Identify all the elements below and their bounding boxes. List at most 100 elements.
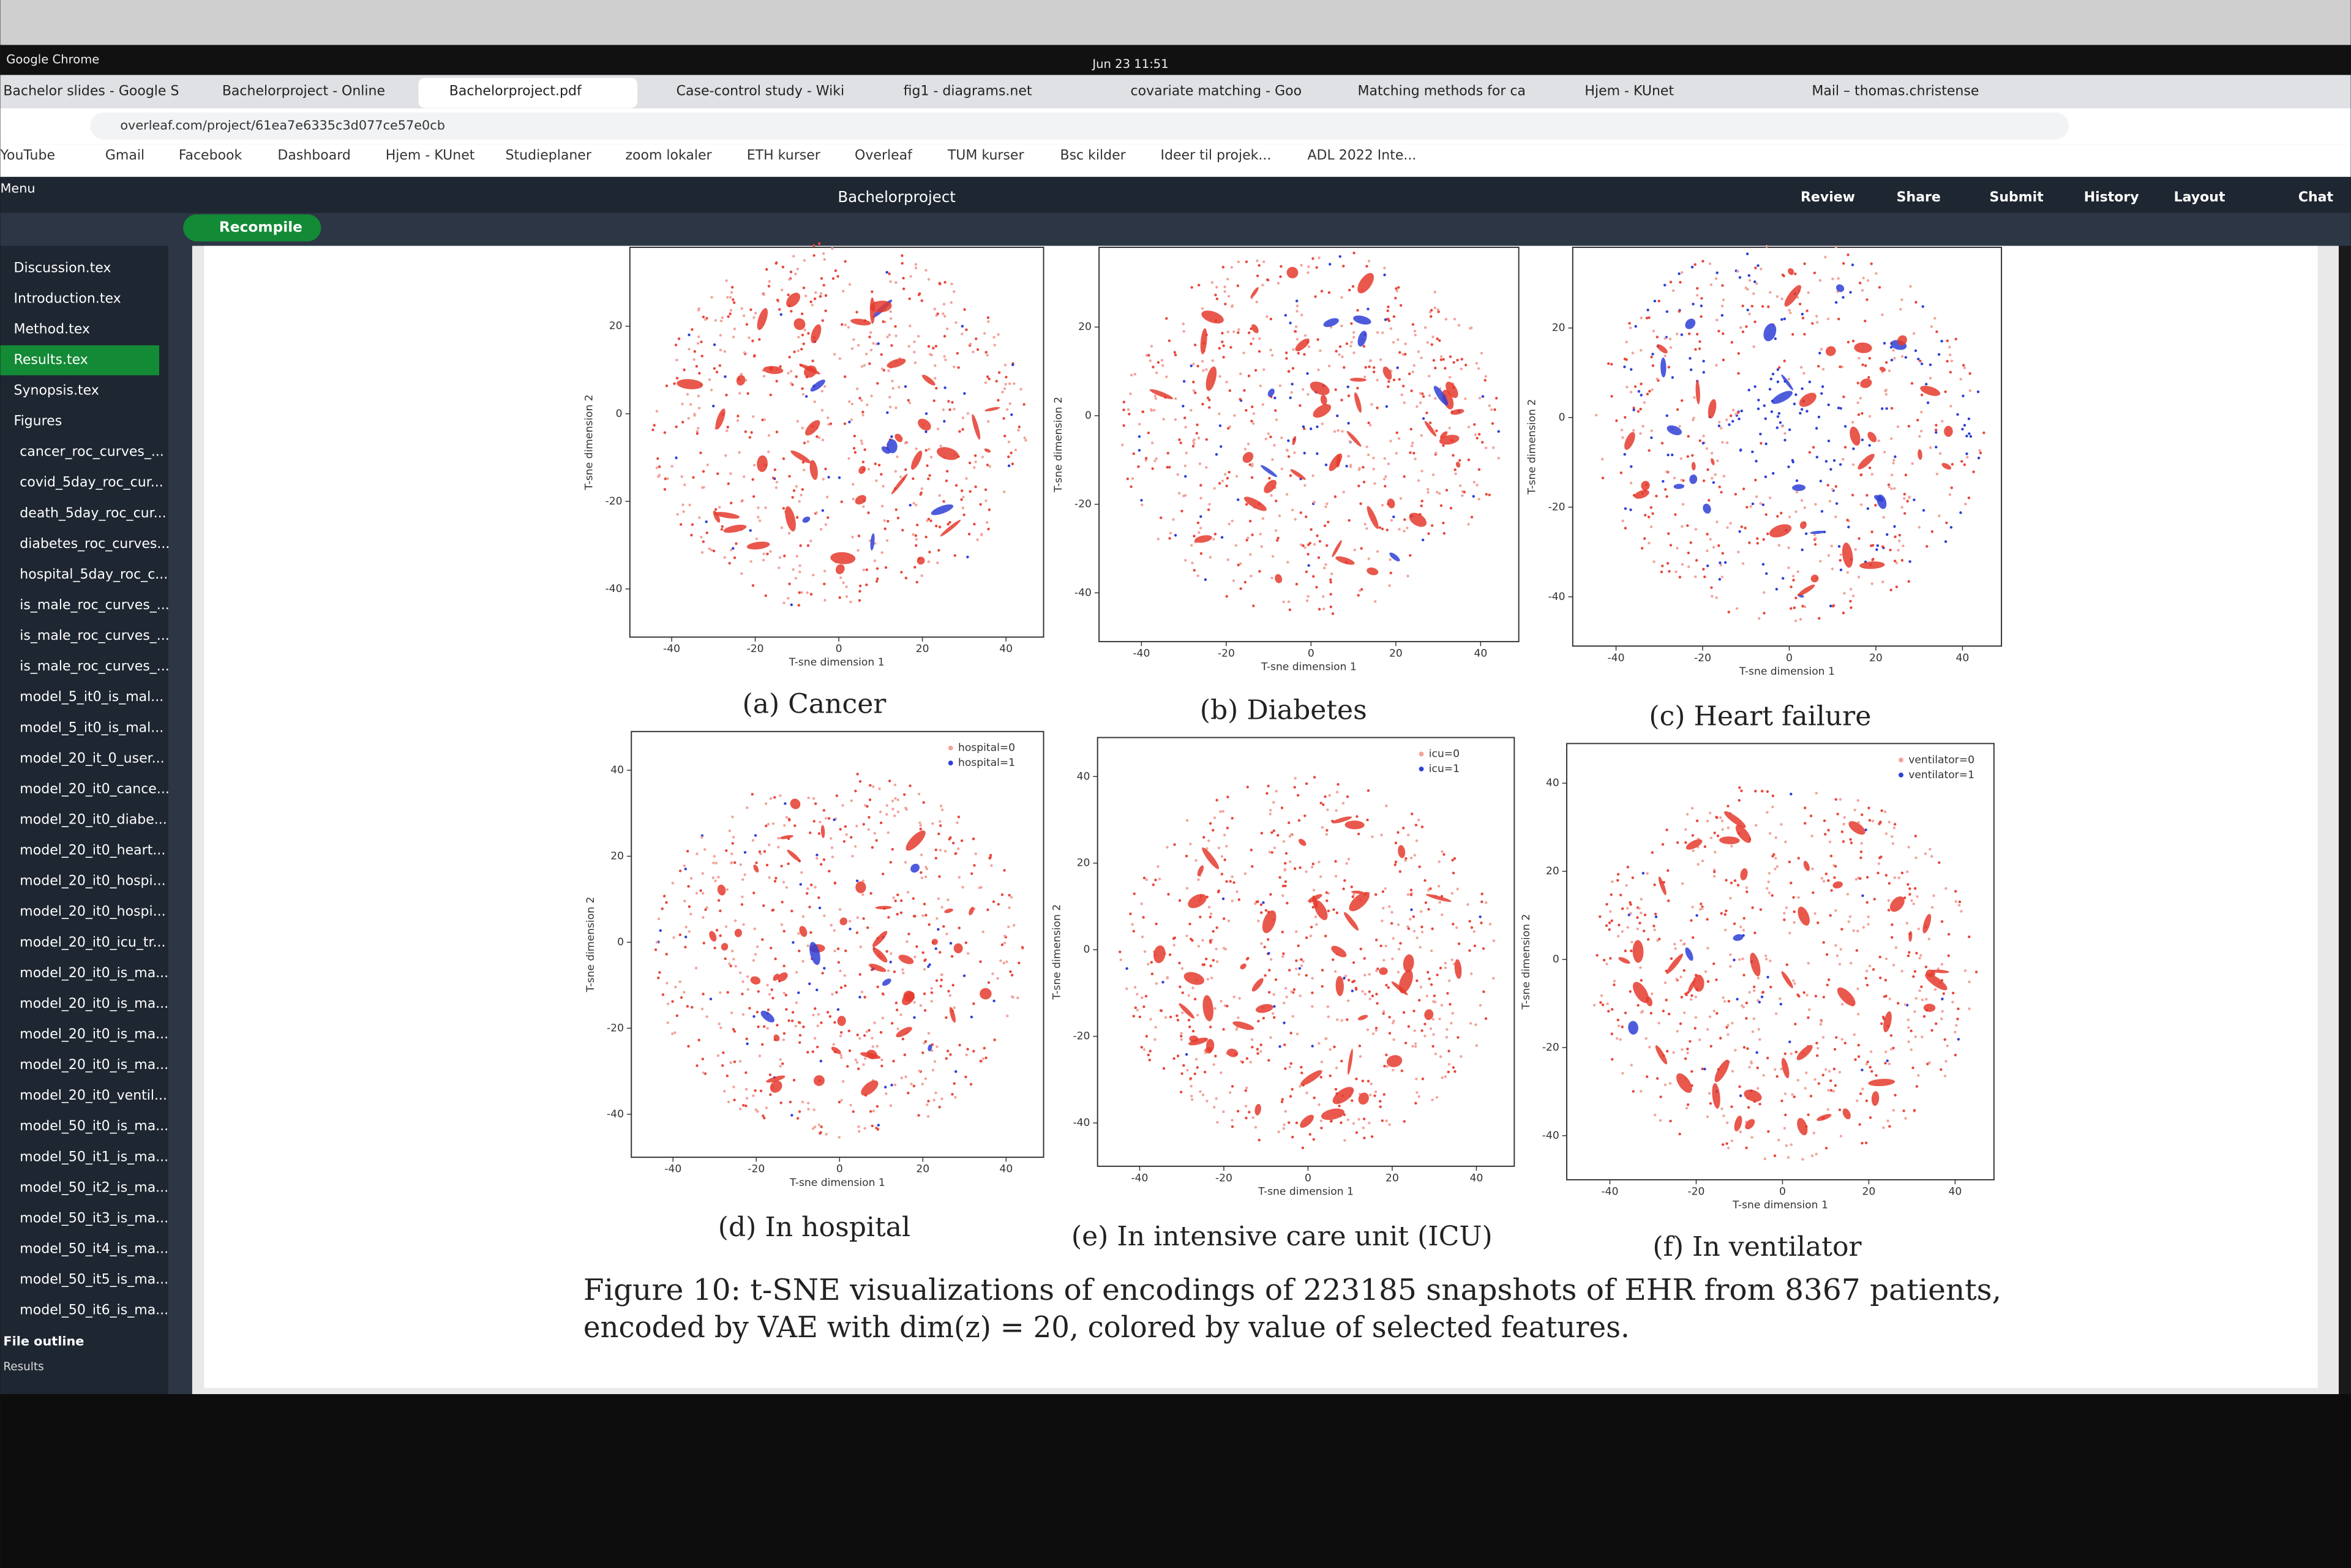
file-entry[interactable]: model_20_it0_hospi... [20, 904, 165, 920]
file-entry[interactable]: hospital_5day_roc_c... [20, 567, 168, 582]
outline-item[interactable]: Results [3, 1360, 43, 1373]
bookmark[interactable]: Bsc kilder [1060, 148, 1126, 163]
tab[interactable]: Mail – thomas.christense [1812, 83, 1979, 99]
bookmark[interactable]: Overleaf [855, 148, 913, 163]
bookmarks-bar [0, 144, 2351, 177]
omnibox[interactable] [90, 112, 2069, 140]
scatter-dot [1828, 840, 1832, 844]
tab[interactable]: Case-control study - Wiki [677, 83, 844, 99]
file-entry[interactable]: model_50_it4_is_ma... [20, 1241, 168, 1256]
scatter-dot [1925, 997, 1928, 1001]
file-entry[interactable]: model_20_it0_ventil... [20, 1088, 167, 1103]
file-entry[interactable]: covid_5day_roc_cur... [20, 475, 163, 490]
outline-title[interactable]: File outline [3, 1334, 84, 1348]
tab[interactable]: Hjem - KUnet [1584, 83, 1674, 99]
scatter-dot [1653, 883, 1656, 887]
toolbar-button[interactable]: Review [1801, 190, 1855, 205]
file-entry[interactable]: model_50_it2_is_ma... [20, 1180, 168, 1195]
bookmark[interactable]: ETH kurser [747, 148, 821, 163]
file-entry[interactable]: Discussion.tex [14, 260, 111, 276]
scatter-dot [806, 440, 810, 443]
scatter-dot [781, 1062, 784, 1065]
scatter-dot [740, 572, 743, 576]
file-entry[interactable]: model_5_it0_is_mal... [20, 720, 163, 735]
file-entry[interactable]: model_20_it0_hospi... [20, 874, 165, 889]
bookmark[interactable]: Ideer til projek... [1161, 148, 1272, 163]
file-entry[interactable]: is_male_roc_curves_... [20, 659, 170, 674]
file-entry[interactable]: model_5_it0_is_mal... [20, 689, 163, 705]
bookmark[interactable]: ADL 2022 Inte... [1307, 148, 1416, 163]
url[interactable]: overleaf.com/project/61ea7e6335c3d077ce5… [120, 118, 445, 133]
bookmark[interactable]: Studieplaner [506, 148, 592, 163]
tab[interactable]: fig1 - diagrams.net [904, 83, 1032, 99]
file-entry[interactable]: Figures [14, 414, 62, 429]
bookmark[interactable]: Hjem - KUnet [386, 148, 475, 163]
menu-button[interactable]: Menu [0, 181, 35, 195]
file-entry[interactable]: Synopsis.tex [14, 383, 99, 399]
file-entry[interactable]: death_5day_roc_cur... [20, 506, 166, 521]
file-entry[interactable]: model_20_it0_is_ma... [20, 1027, 168, 1042]
file-entry[interactable]: model_50_it5_is_ma... [20, 1272, 168, 1288]
toolbar-button[interactable]: History [2084, 190, 2139, 205]
scatter-dot [752, 891, 756, 895]
scatter-dot [1022, 403, 1026, 406]
toolbar-button[interactable]: Layout [2174, 190, 2225, 205]
file-entry[interactable]: is_male_roc_curves_... [20, 598, 170, 613]
file-entry[interactable]: model_20_it_0_user... [20, 751, 164, 766]
bookmark[interactable]: Gmail [105, 148, 144, 163]
tab[interactable]: Bachelorproject.pdf [449, 83, 582, 99]
file-entry[interactable]: model_20_it0_cance... [20, 781, 170, 797]
scatter-dot [1800, 499, 1804, 502]
scatter-dot [1447, 1049, 1450, 1052]
scatter-dot [1227, 294, 1231, 298]
scatter-dot [1199, 1090, 1202, 1093]
tab[interactable]: covariate matching - Goo [1131, 83, 1302, 99]
scatter-dot [1787, 377, 1790, 381]
scatter-dot [1381, 503, 1384, 507]
toolbar-button[interactable]: Chat [2298, 190, 2334, 205]
bookmark[interactable]: TUM kurser [947, 148, 1025, 163]
scatter-dot [655, 940, 659, 944]
file-entry[interactable]: is_male_roc_curves_... [20, 628, 170, 643]
file-entry[interactable]: model_20_it0_is_ma... [20, 966, 168, 981]
file-entry[interactable]: diabetes_roc_curves... [20, 536, 170, 552]
file-entry[interactable]: cancer_roc_curves_... [20, 445, 164, 460]
file-entry[interactable]: model_20_it0_is_ma... [20, 996, 168, 1011]
recompile-button[interactable] [183, 214, 321, 242]
bookmark[interactable]: YouTube [0, 148, 55, 163]
file-entry[interactable]: model_20_it0_heart... [20, 843, 165, 858]
scatter-dot [1801, 312, 1804, 316]
toolbar-button[interactable]: Share [1897, 190, 1941, 205]
recompile-label[interactable]: Recompile [219, 219, 302, 236]
file-entry[interactable]: model_50_it6_is_ma... [20, 1303, 168, 1318]
tab[interactable]: Bachelorproject - Online [222, 83, 385, 99]
scatter-dot [1376, 550, 1379, 553]
scatter-dot [844, 984, 847, 988]
scatter-dot [1933, 317, 1937, 320]
scatter-dot [1903, 896, 1907, 899]
scatter-dot [1307, 564, 1310, 567]
toolbar-button[interactable]: Submit [1989, 190, 2044, 205]
scatter-dot [1794, 272, 1797, 276]
bookmark[interactable]: Dashboard [277, 148, 350, 163]
scatter-dot [1619, 471, 1623, 475]
tab[interactable]: Bachelor slides - Google S [3, 83, 179, 99]
bookmark[interactable]: zoom lokaler [625, 148, 712, 163]
scatter-dot [1831, 604, 1835, 608]
scatter-dot [1962, 394, 1965, 397]
scatter-dot [928, 448, 931, 451]
tab[interactable]: Matching methods for ca [1357, 83, 1526, 99]
file-entry[interactable]: model_50_it0_is_ma... [20, 1119, 168, 1134]
scatter-dot [730, 291, 733, 294]
file-entry[interactable]: model_50_it1_is_ma... [20, 1149, 168, 1165]
file-entry[interactable]: model_20_it0_is_ma... [20, 1057, 168, 1073]
bookmark[interactable]: Facebook [179, 148, 242, 163]
file-entry[interactable]: Method.tex [14, 321, 90, 337]
file-entry[interactable]: model_20_it0_diabe... [20, 812, 167, 828]
scatter-dot [1801, 317, 1805, 320]
scatter-cluster [1242, 452, 1254, 463]
file-entry[interactable]: model_20_it0_icu_tr... [20, 935, 165, 950]
file-entry[interactable]: Introduction.tex [14, 291, 121, 306]
file-entry[interactable]: Results.tex [14, 352, 88, 367]
file-entry[interactable]: model_50_it3_is_ma... [20, 1210, 168, 1226]
